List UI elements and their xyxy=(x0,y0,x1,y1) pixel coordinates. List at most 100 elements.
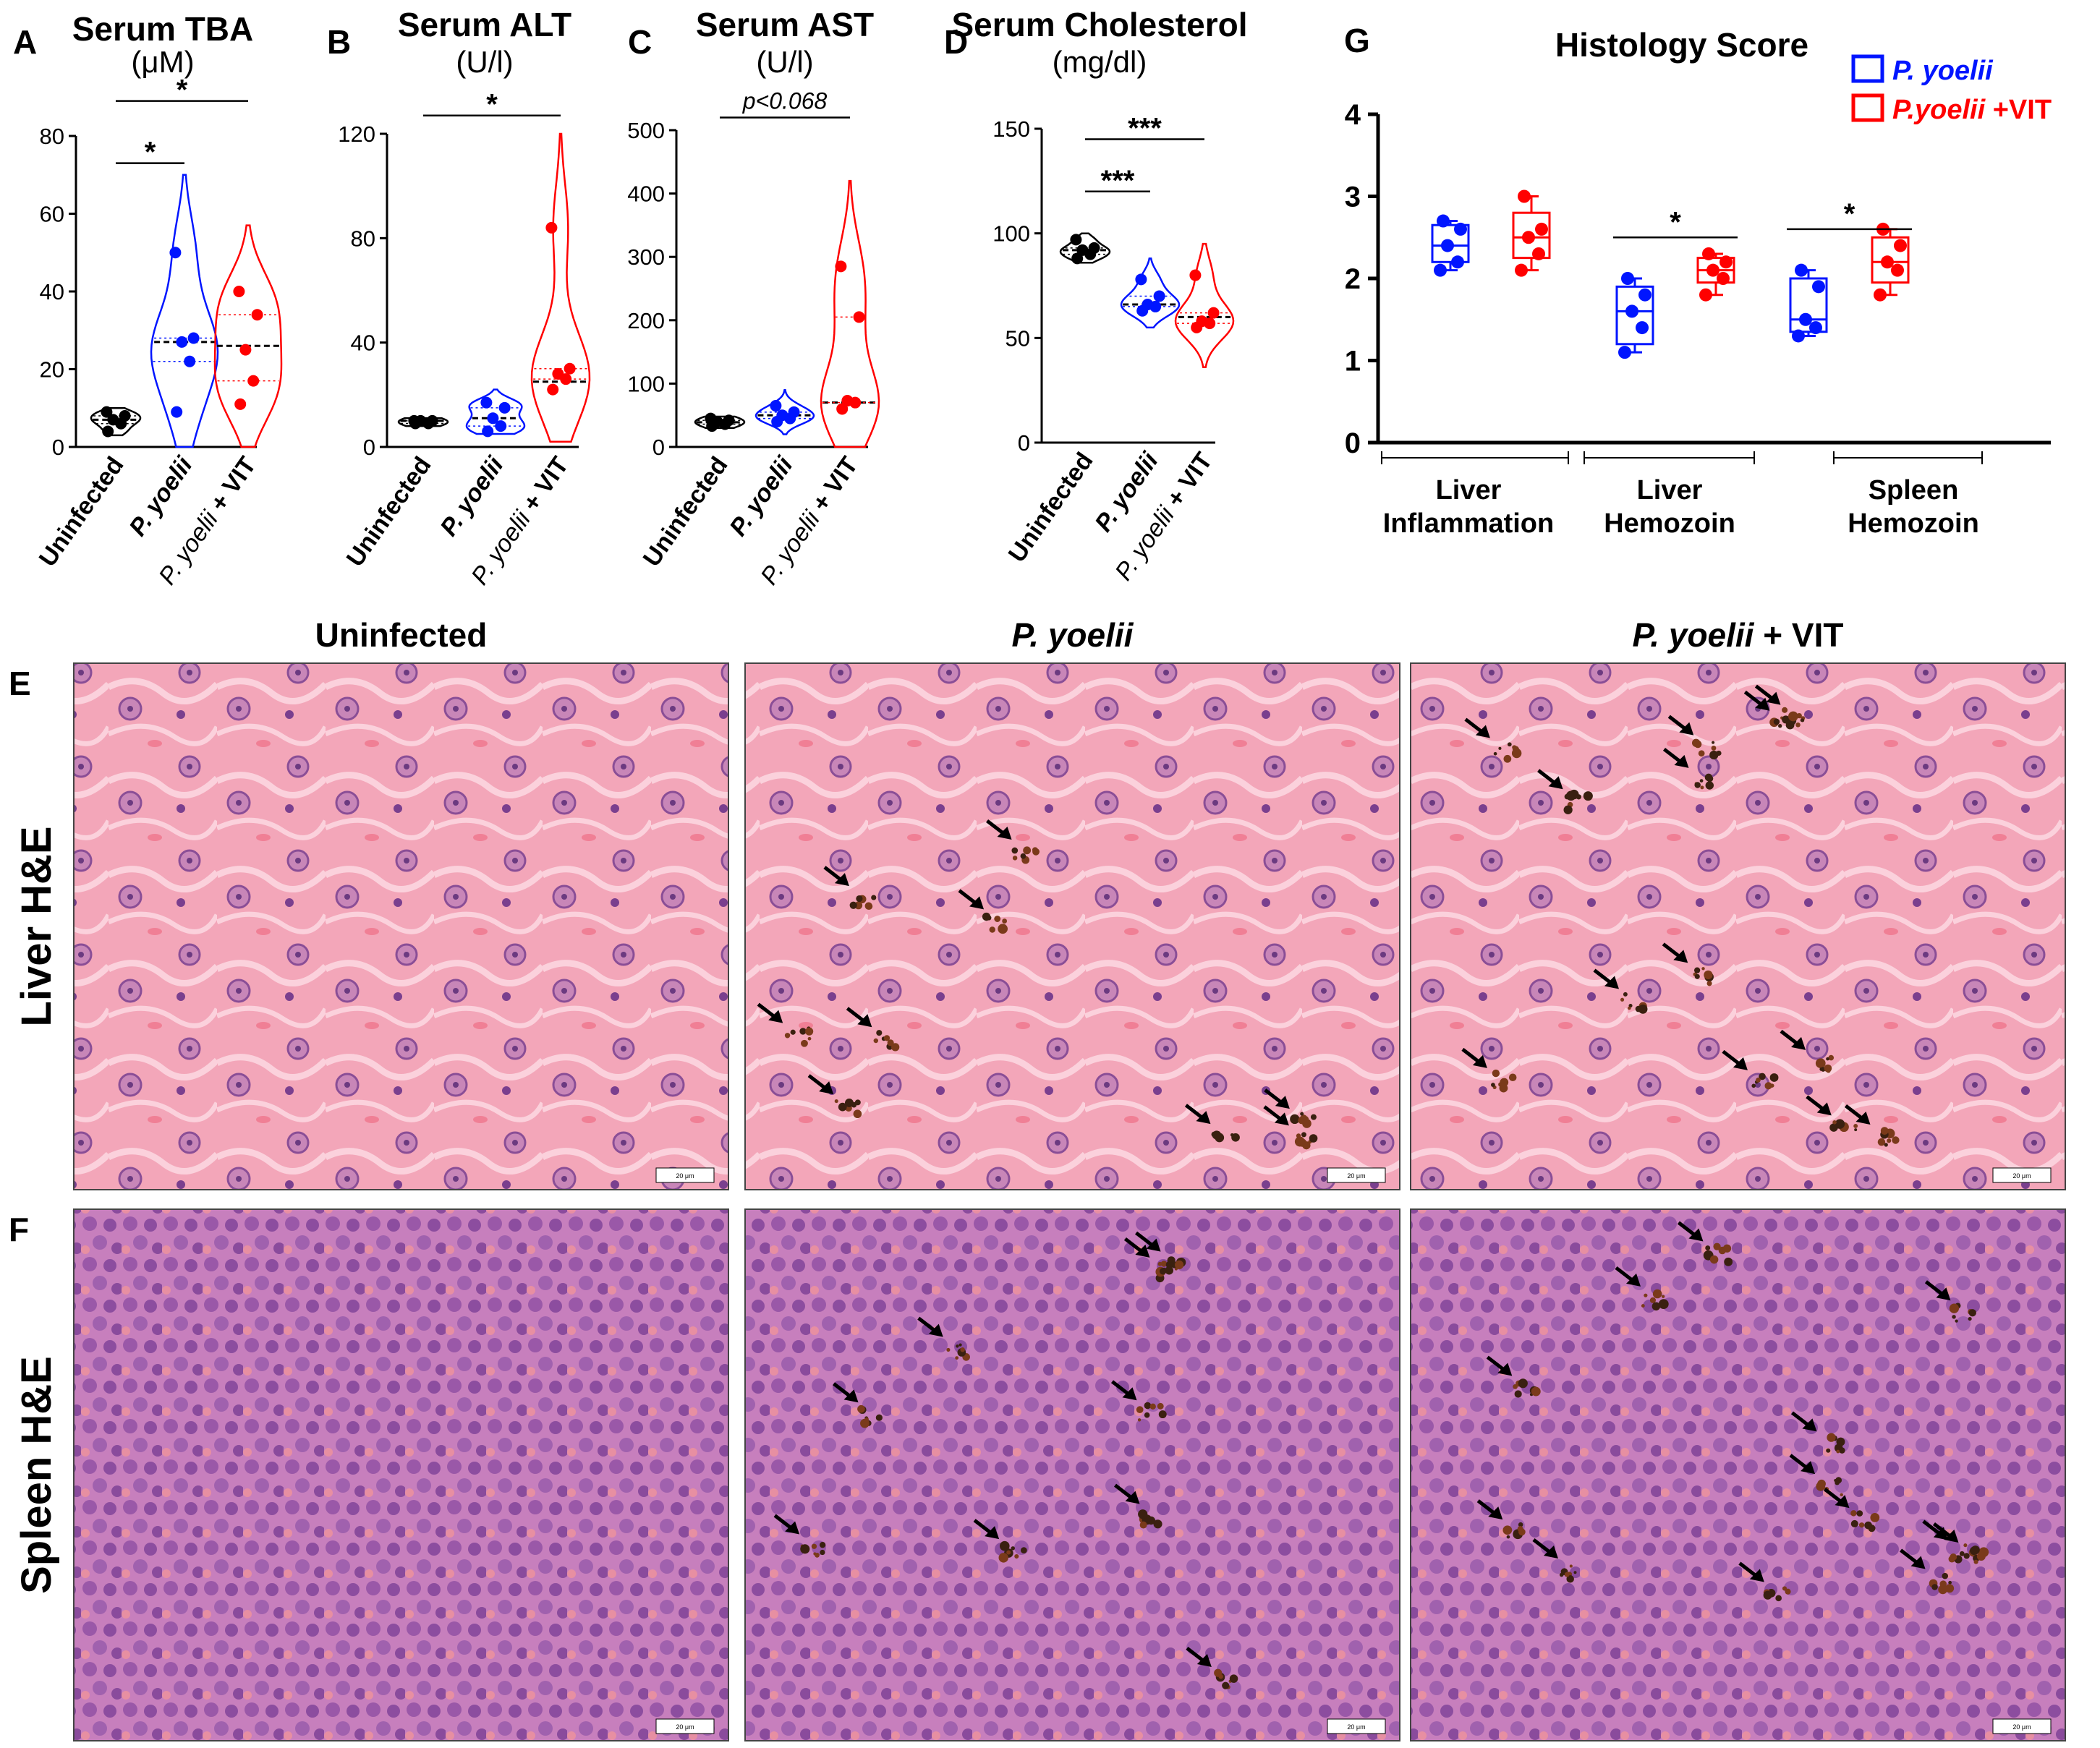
data-point xyxy=(1809,321,1822,335)
violin-outline xyxy=(530,132,591,443)
category-label: Uninfected xyxy=(34,452,129,572)
panel-letter: C xyxy=(628,23,652,61)
hemozoin-deposit xyxy=(1931,1584,1938,1590)
tissue-image xyxy=(1410,662,2066,1190)
data-point xyxy=(1621,272,1634,285)
data-point xyxy=(1441,239,1454,252)
hemozoin-deposit xyxy=(1976,1551,1986,1561)
hemozoin-deposit xyxy=(1751,1083,1756,1088)
hemozoin-deposit xyxy=(1709,750,1719,760)
category-label: Uninfected xyxy=(1003,448,1099,568)
hemozoin-deposit xyxy=(1973,1559,1978,1564)
hemozoin-deposit xyxy=(849,901,857,909)
hemozoin-deposit xyxy=(1576,794,1581,800)
hemozoin-deposit xyxy=(854,1099,861,1106)
data-point xyxy=(184,355,196,367)
group-label: Spleen xyxy=(1869,475,1959,506)
arrow-icon xyxy=(997,826,1012,840)
group-label: Hemozoin xyxy=(1604,508,1735,539)
hemozoin-deposit xyxy=(1508,1073,1517,1082)
box xyxy=(1789,277,1828,333)
arrow-icon xyxy=(1855,1112,1871,1125)
hemozoin-deposit xyxy=(1628,1006,1631,1010)
data-point xyxy=(1636,321,1649,335)
hemozoin-deposit xyxy=(1700,785,1704,790)
hemozoin-deposit xyxy=(1644,1293,1648,1297)
hemozoin-deposit xyxy=(960,1347,965,1352)
hemozoin-deposit xyxy=(1826,1448,1831,1453)
scale-bar-label: 20 μm xyxy=(676,1723,694,1731)
arrow-icon xyxy=(1626,1273,1641,1287)
legend-label-py: P. yoelii xyxy=(1892,56,1994,86)
arrow-icon xyxy=(969,896,985,910)
hemozoin-deposit xyxy=(1157,1402,1164,1410)
hemozoin-deposit xyxy=(1850,1519,1858,1527)
spleen-micrograph: 20 μm xyxy=(744,1208,1400,1741)
arrow-icon xyxy=(1936,1287,1951,1301)
spleen-micrograph: 20 μm xyxy=(1410,1208,2066,1741)
hemozoin-deposit xyxy=(1836,1437,1845,1446)
hemozoin-deposit xyxy=(1887,1138,1892,1143)
hemozoin-deposit xyxy=(1775,1595,1782,1602)
hemozoin-deposit xyxy=(1569,1564,1573,1568)
arrow-icon xyxy=(1816,1102,1832,1116)
group-label: Hemozoin xyxy=(1848,508,1979,539)
data-point xyxy=(1515,263,1528,277)
hemozoin-deposit xyxy=(1503,754,1512,763)
data-point xyxy=(1812,280,1825,294)
data-point xyxy=(545,221,558,234)
group-label: Inflammation xyxy=(1383,508,1554,539)
hemozoin-deposit xyxy=(799,1028,807,1035)
hemozoin-deposit xyxy=(1839,1447,1845,1454)
hemozoin-deposit xyxy=(1162,1267,1167,1272)
hemozoin-deposit xyxy=(845,1099,854,1107)
arrow-icon xyxy=(1802,1418,1817,1432)
hemozoin-deposit xyxy=(1006,1550,1011,1555)
arrow-icon xyxy=(1733,1057,1748,1070)
scale-bar xyxy=(655,1167,715,1183)
arrow-icon xyxy=(857,1014,872,1028)
y-tick-label: 20 xyxy=(40,357,64,383)
hemozoin-deposit xyxy=(1938,1585,1948,1595)
hemozoin-deposit xyxy=(1032,847,1038,853)
hemozoin-deposit xyxy=(1704,970,1713,980)
hemozoin-deposit xyxy=(1218,1674,1223,1679)
data-point xyxy=(1699,288,1712,302)
arrow-icon xyxy=(1679,722,1694,736)
hemozoin-deposit xyxy=(820,1549,825,1556)
panel-letter: E xyxy=(9,665,31,702)
hemozoin-deposit xyxy=(1756,1078,1761,1083)
arrow-icon xyxy=(1933,1527,1948,1540)
hemozoin-deposit xyxy=(1620,997,1625,1002)
hemozoin-deposit xyxy=(1514,1390,1522,1398)
data-point xyxy=(1088,242,1100,254)
hemozoin-deposit xyxy=(1290,1114,1300,1125)
hemozoin-deposit xyxy=(1832,1120,1837,1125)
hemozoin-deposit xyxy=(871,895,877,900)
data-point xyxy=(1522,231,1535,244)
data-point xyxy=(1071,252,1084,265)
hemozoin-deposit xyxy=(856,895,863,903)
significance-label: * xyxy=(177,74,188,106)
scale-bar xyxy=(1327,1167,1386,1183)
box xyxy=(1871,236,1910,284)
hemozoin-deposit xyxy=(1693,740,1702,749)
hemozoin-deposit xyxy=(1850,1510,1857,1517)
arrow-icon xyxy=(1543,1546,1558,1559)
hemozoin-deposit xyxy=(1759,1073,1766,1080)
hemozoin-deposit xyxy=(1693,967,1701,973)
category-label: Uninfected xyxy=(638,452,734,572)
scale-bar-label: 20 μm xyxy=(676,1172,694,1180)
data-point xyxy=(841,395,854,407)
hemozoin-deposit xyxy=(1945,1584,1955,1593)
arrow-icon xyxy=(1472,1054,1487,1068)
data-point xyxy=(547,383,559,396)
hemozoin-deposit xyxy=(790,1029,796,1035)
hemozoin-deposit xyxy=(1788,711,1798,722)
scale-bar xyxy=(1992,1167,2052,1183)
hemozoin-deposit xyxy=(1300,1112,1304,1116)
data-point xyxy=(1881,255,1894,269)
data-point xyxy=(1891,263,1904,277)
data-point xyxy=(171,406,183,418)
legend-swatch-vit xyxy=(1851,93,1884,122)
